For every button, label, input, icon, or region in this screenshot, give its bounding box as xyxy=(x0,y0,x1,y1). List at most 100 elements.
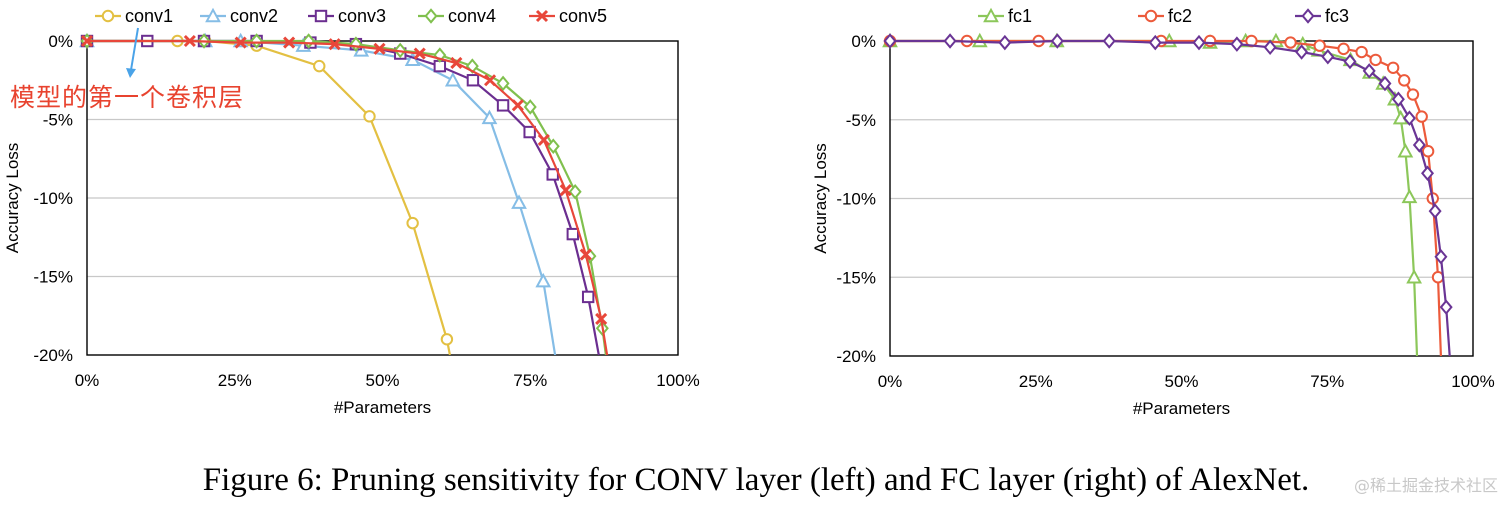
point-fc2 xyxy=(1337,42,1350,56)
point-conv3 xyxy=(523,125,536,139)
point-fc2 xyxy=(1415,110,1428,123)
point-fc3 xyxy=(1295,44,1309,60)
y-tick-label: -15% xyxy=(33,268,73,287)
point-fc2 xyxy=(1386,61,1400,74)
x-tick-label: 75% xyxy=(513,371,547,390)
point-conv1 xyxy=(313,59,326,73)
y-tick-label: -5% xyxy=(43,111,73,130)
point-fc1 xyxy=(1401,188,1418,204)
point-conv3 xyxy=(496,99,510,112)
x-axis-label: #Parameters xyxy=(1133,399,1230,418)
point-fc3 xyxy=(1263,39,1277,56)
x-tick-label: 0% xyxy=(75,371,100,390)
point-conv4 xyxy=(250,33,264,49)
legend-item-fc1: fc1 xyxy=(978,6,1032,26)
point-conv3 xyxy=(466,74,480,87)
point-conv5 xyxy=(559,184,572,197)
legend-item-conv1: conv1 xyxy=(95,6,173,26)
point-conv2 xyxy=(444,71,461,87)
point-conv5 xyxy=(579,248,592,261)
legend-label: fc2 xyxy=(1168,6,1192,26)
point-fc2 xyxy=(1398,74,1411,87)
y-axis-label: Accuracy Loss xyxy=(811,143,830,254)
legend-label: conv3 xyxy=(338,6,386,26)
point-fc3 xyxy=(1421,165,1435,182)
point-conv5 xyxy=(450,56,463,70)
legend-marker xyxy=(314,9,328,23)
series-fc3 xyxy=(883,33,1453,356)
point-conv4 xyxy=(546,138,560,154)
plot-frame xyxy=(86,40,679,356)
point-fc2 xyxy=(1369,53,1382,67)
x-tick-label: 25% xyxy=(218,371,252,390)
legend-marker xyxy=(424,8,438,24)
chart-fc: 0%-5%-10%-15%-20%0% 25% 50% 75% 100%#Paramet… xyxy=(811,6,1495,418)
legend-marker xyxy=(1301,8,1315,24)
point-conv5 xyxy=(595,312,608,325)
point-fc3 xyxy=(1362,63,1376,79)
point-fc3 xyxy=(1321,48,1335,65)
point-conv5 xyxy=(234,36,247,49)
point-conv5 xyxy=(537,133,550,146)
legend-label: conv2 xyxy=(230,6,278,26)
point-conv5 xyxy=(183,34,196,48)
point-conv5 xyxy=(283,36,296,49)
series-fc1 xyxy=(882,32,1422,356)
point-conv2 xyxy=(481,109,498,125)
y-tick-label: -20% xyxy=(836,347,876,366)
legend-item-conv2: conv2 xyxy=(200,6,278,26)
point-conv1 xyxy=(363,110,376,123)
point-fc2 xyxy=(1355,45,1368,59)
point-fc3 xyxy=(1230,36,1244,52)
figure-caption: Figure 6: Pruning sensitivity for CONV l… xyxy=(202,462,1310,498)
point-conv5 xyxy=(80,34,94,48)
point-conv5 xyxy=(373,42,386,55)
watermark: @稀土掘金技术社区 xyxy=(1353,476,1498,495)
point-fc3 xyxy=(1378,75,1392,92)
line-fc3 xyxy=(890,39,1451,356)
point-fc3 xyxy=(1428,203,1442,219)
point-fc3 xyxy=(998,34,1012,51)
point-conv4 xyxy=(496,75,510,92)
x-axis-label: #Parameters xyxy=(334,398,431,417)
point-fc3 xyxy=(943,33,957,49)
point-fc3 xyxy=(1439,299,1453,315)
legend-label: conv5 xyxy=(559,6,607,26)
point-conv5 xyxy=(484,74,497,87)
legend-label: fc3 xyxy=(1325,6,1349,26)
legend-item-conv4: conv4 xyxy=(418,6,496,26)
point-fc3 xyxy=(1343,53,1357,70)
legend-label: conv4 xyxy=(448,6,496,26)
x-tick-label: 75% xyxy=(1310,372,1344,391)
point-fc2 xyxy=(1284,36,1297,49)
y-tick-label: -10% xyxy=(836,190,876,209)
x-tick-label: 50% xyxy=(1164,372,1198,391)
point-fc3 xyxy=(1050,33,1064,49)
point-conv5 xyxy=(328,38,341,51)
legend-marker xyxy=(983,7,999,23)
y-tick-label: -10% xyxy=(33,189,73,208)
point-fc3 xyxy=(1148,34,1162,51)
y-tick-label: -5% xyxy=(846,111,876,130)
point-fc3 xyxy=(1434,249,1448,265)
point-fc2 xyxy=(1313,39,1326,52)
point-fc3 xyxy=(1391,91,1405,108)
y-tick-label: -20% xyxy=(33,346,73,365)
point-conv5 xyxy=(511,99,524,112)
legend-item-fc3: fc3 xyxy=(1295,6,1349,26)
x-tick-label: 0% xyxy=(878,372,903,391)
legend-marker xyxy=(101,9,115,23)
legend-label: conv1 xyxy=(125,6,173,26)
point-fc2 xyxy=(1406,88,1420,101)
legend-marker xyxy=(205,7,221,23)
point-fc3 xyxy=(1102,33,1116,49)
x-tick-label: 100% xyxy=(656,371,699,390)
point-fc3 xyxy=(1412,137,1426,153)
series-fc2 xyxy=(883,34,1445,356)
annotation-arrow-shaft xyxy=(130,27,139,71)
series-conv5 xyxy=(80,34,609,355)
point-conv4 xyxy=(523,99,537,115)
legend-marker xyxy=(535,9,549,23)
y-axis-label: Accuracy Loss xyxy=(3,143,22,254)
y-tick-label: 0% xyxy=(851,32,876,51)
